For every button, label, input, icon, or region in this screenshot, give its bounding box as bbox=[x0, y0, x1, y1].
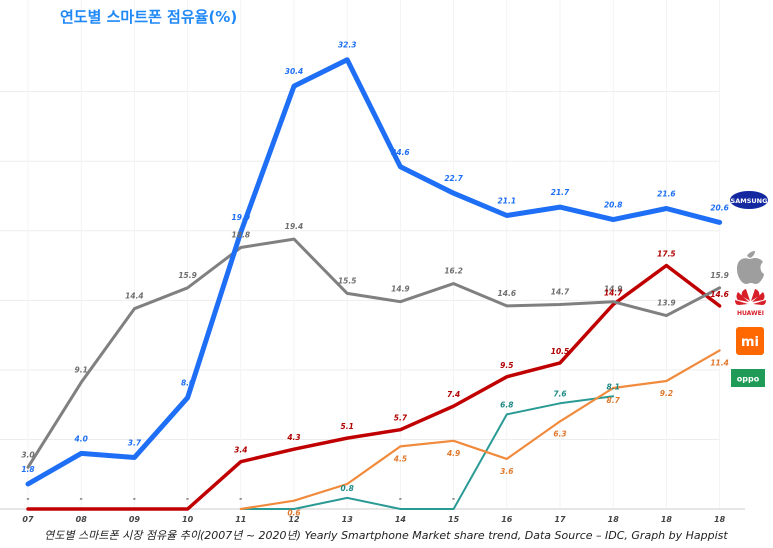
samsung-logo: SAMSUNG bbox=[730, 191, 768, 209]
x-tick-label: 09 bbox=[129, 515, 141, 524]
series-line-samsung bbox=[25, 57, 723, 487]
data-label-apple: 15.9 bbox=[178, 271, 197, 280]
data-label-xiaomi: 9.2 bbox=[660, 389, 673, 398]
data-label-oppo: 6.8 bbox=[500, 400, 513, 409]
data-label-huawei: 17.5 bbox=[657, 250, 676, 259]
x-tick-label: 13 bbox=[342, 515, 354, 524]
data-label-apple: 15.5 bbox=[338, 276, 357, 285]
data-labels: 1.8 4.0 3.7 8.0 19.9 30.4 32.3 24.6 22.7 21.1 21.7… bbox=[21, 41, 729, 518]
x-tick-label: 15 bbox=[448, 515, 460, 524]
data-label-samsung: 4.0 bbox=[75, 434, 88, 443]
series-line-apple bbox=[26, 237, 722, 469]
x-tick-label: 11 bbox=[235, 515, 246, 524]
data-label-apple: 18.8 bbox=[232, 230, 251, 239]
data-label-huawei: 4.3 bbox=[287, 433, 300, 442]
data-label-oppo: 7.6 bbox=[553, 389, 566, 398]
x-tick-label: 12 bbox=[288, 515, 300, 524]
oppo-logo-text: oppo bbox=[737, 375, 760, 384]
data-label-xiaomi: 4.9 bbox=[447, 449, 460, 458]
data-label-samsung: 21.6 bbox=[657, 190, 676, 199]
data-label-samsung: 8.0 bbox=[181, 379, 194, 388]
data-label-huawei: 7.4 bbox=[447, 390, 460, 399]
data-label-samsung: 19.9 bbox=[232, 213, 251, 222]
data-label-oppo: - bbox=[399, 494, 402, 503]
data-label-apple: 14.4 bbox=[125, 292, 144, 301]
x-tick-label: 18 bbox=[608, 515, 620, 524]
data-label-samsung: 20.6 bbox=[710, 203, 729, 212]
x-tick-label: 18 bbox=[714, 515, 726, 524]
data-label-xiaomi: 0.6 bbox=[287, 509, 300, 518]
data-label-apple: 3.0 bbox=[21, 450, 34, 459]
data-label-apple: 14.6 bbox=[498, 289, 517, 298]
series-line-xiaomi bbox=[239, 349, 721, 511]
data-label-apple: 19.4 bbox=[285, 222, 304, 231]
chart-title: 연도별 스마트폰 점유율(%) bbox=[60, 8, 237, 26]
data-label-oppo: 8.1 bbox=[607, 382, 620, 391]
x-tick-label: 07 bbox=[22, 515, 34, 524]
data-label-apple: 13.9 bbox=[657, 299, 676, 308]
data-label-xiaomi: - bbox=[239, 494, 242, 503]
series-line-oppo bbox=[239, 395, 615, 510]
data-label-huawei: 10.5 bbox=[551, 347, 570, 356]
data-label-xiaomi: 11.4 bbox=[710, 358, 729, 367]
chart-caption: 연도별 스마트폰 시장 점유율 추이(2007년 ~ 2020년) Yearly… bbox=[44, 529, 728, 542]
data-label-apple: 16.2 bbox=[444, 267, 463, 276]
data-label-xiaomi: 6.3 bbox=[553, 429, 566, 438]
data-label-apple: 9.1 bbox=[75, 365, 88, 374]
x-tick-label: 14 bbox=[395, 515, 407, 524]
data-label-xiaomi: 4.5 bbox=[394, 454, 407, 463]
xiaomi-logo: mi bbox=[736, 327, 764, 355]
samsung-logo-text: SAMSUNG bbox=[731, 197, 768, 205]
x-tick-label: 16 bbox=[501, 515, 513, 524]
data-label-apple: 14.7 bbox=[551, 287, 570, 296]
x-tick-label: 08 bbox=[76, 515, 88, 524]
x-tick-label: 18 bbox=[661, 515, 673, 524]
data-label-huawei: 5.1 bbox=[341, 422, 354, 431]
data-label-samsung: 32.3 bbox=[338, 41, 357, 50]
data-label-huawei: 14.6 bbox=[710, 290, 729, 299]
data-label-oppo: - bbox=[452, 494, 455, 503]
series-layer bbox=[25, 57, 723, 511]
data-label-samsung: 3.7 bbox=[128, 439, 142, 448]
data-label-huawei: - bbox=[80, 494, 83, 503]
data-label-apple: 14.9 bbox=[391, 285, 410, 294]
data-label-huawei: 14.7 bbox=[604, 288, 623, 297]
data-label-samsung: 1.8 bbox=[21, 465, 34, 474]
apple-logo bbox=[737, 251, 764, 284]
x-tick-label: 10 bbox=[182, 515, 194, 524]
oppo-logo: oppo bbox=[731, 369, 765, 387]
data-label-xiaomi: 8.7 bbox=[607, 396, 621, 405]
huawei-logo-text: HUAWEI bbox=[737, 310, 764, 317]
huawei-logo: HUAWEI bbox=[735, 289, 766, 317]
series-line-huawei bbox=[26, 263, 722, 511]
data-label-apple: 15.9 bbox=[710, 271, 729, 280]
data-label-samsung: 30.4 bbox=[285, 67, 304, 76]
x-axis-ticks: 07 08 09 10 11 12 13 14 15 16 17 18 18 18 bbox=[22, 515, 725, 524]
data-label-huawei: 3.4 bbox=[234, 446, 247, 455]
data-label-huawei: - bbox=[186, 494, 189, 503]
data-label-samsung: 21.7 bbox=[551, 188, 570, 197]
x-tick-label: 17 bbox=[554, 515, 566, 524]
data-label-huawei: - bbox=[133, 494, 136, 503]
data-label-samsung: 22.7 bbox=[444, 174, 463, 183]
data-label-samsung: 20.8 bbox=[604, 201, 623, 210]
data-label-apple: 14.9 bbox=[604, 285, 623, 294]
data-label-samsung: 21.1 bbox=[498, 196, 517, 205]
data-label-oppo: 0.8 bbox=[341, 484, 354, 493]
data-label-huawei: 5.7 bbox=[394, 414, 408, 423]
data-label-xiaomi: 3.6 bbox=[500, 467, 513, 476]
data-label-huawei: - bbox=[26, 494, 29, 503]
data-label-samsung: 24.6 bbox=[391, 148, 410, 157]
xiaomi-logo-text: mi bbox=[741, 335, 759, 350]
data-label-huawei: 9.5 bbox=[500, 361, 513, 370]
